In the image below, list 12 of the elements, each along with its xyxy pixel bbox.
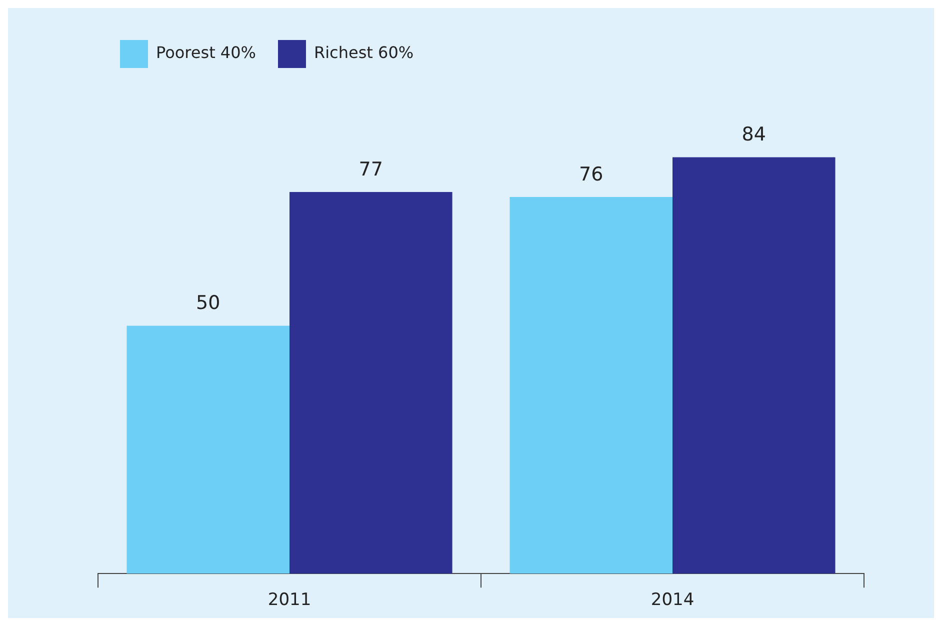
x-tick-label: 2014 xyxy=(650,590,694,610)
data-label: 76 xyxy=(579,163,604,186)
legend-label: Poorest 40% xyxy=(156,43,256,62)
x-tick-label: 2011 xyxy=(268,590,312,610)
data-label: 50 xyxy=(196,292,220,314)
bar xyxy=(672,157,836,574)
bar xyxy=(290,192,452,574)
data-label: 77 xyxy=(358,158,383,180)
bar xyxy=(510,196,672,574)
bar xyxy=(126,326,290,574)
data-label: 84 xyxy=(742,124,766,146)
legend-label: Richest 60% xyxy=(314,43,414,62)
